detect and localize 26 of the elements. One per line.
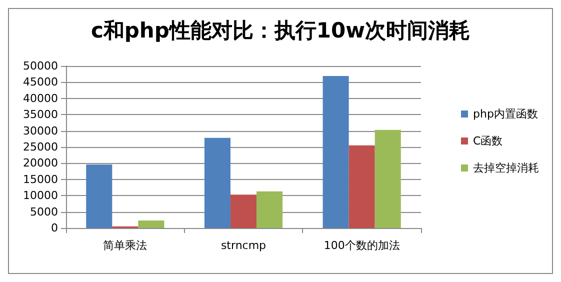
y-tick-label: 15000 bbox=[23, 172, 58, 186]
bar bbox=[138, 220, 164, 228]
chart-title: c和php性能对比：执行10w次时间消耗 bbox=[90, 18, 470, 42]
y-tick-label: 50000 bbox=[23, 60, 58, 72]
bar bbox=[374, 130, 401, 228]
bar bbox=[256, 191, 283, 228]
x-tick-label: strncmp bbox=[220, 239, 266, 252]
bar bbox=[204, 138, 230, 228]
y-tick-label: 30000 bbox=[23, 124, 58, 138]
legend-label: C函数 bbox=[473, 134, 503, 148]
y-tick-label: 25000 bbox=[23, 140, 58, 154]
bar bbox=[348, 145, 375, 228]
legend-label: 去掉空掉消耗 bbox=[473, 162, 539, 174]
y-tick-label: 45000 bbox=[23, 76, 58, 89]
bar bbox=[322, 76, 349, 228]
y-tick-label: 40000 bbox=[23, 92, 58, 105]
bar bbox=[86, 164, 112, 228]
y-tick-label: 10000 bbox=[23, 189, 58, 202]
y-tick-label: 20000 bbox=[23, 156, 58, 170]
y-tick-label: 5000 bbox=[30, 205, 58, 218]
x-tick-label: 简单乘法 bbox=[103, 239, 148, 252]
x-tick-label: 100个数的加法 bbox=[324, 239, 400, 252]
legend-label: php内置函数 bbox=[473, 108, 538, 120]
bar bbox=[230, 194, 257, 228]
y-tick-label: 35000 bbox=[23, 108, 58, 122]
y-tick-label: 0 bbox=[51, 222, 58, 234]
